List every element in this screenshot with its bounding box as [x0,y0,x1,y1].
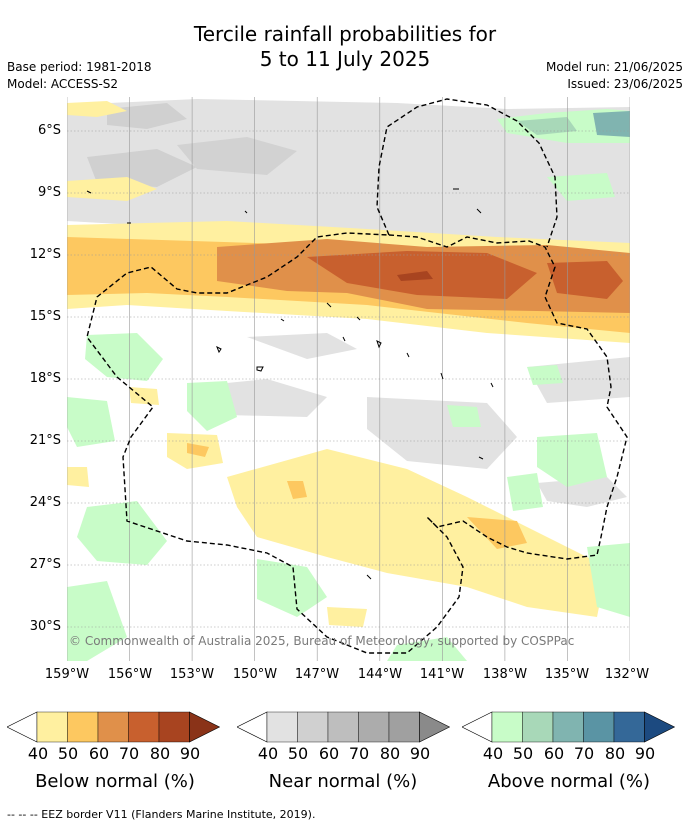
below-tick-70: 70 [118,744,140,763]
lat-label-9s: 9°S [37,185,61,200]
lon-label-156w: 156°W [107,667,153,682]
above-tick-90: 90 [634,744,656,763]
page-title: Tercile rainfall probabilities for 5 to … [0,22,690,72]
below-normal-colorbar [7,711,221,743]
below-normal-regions [67,101,630,627]
above-tick-40: 40 [482,744,504,763]
meta-right: Model run: 21/06/2025 Issued: 23/06/2025 [546,59,683,93]
lat-label-6s: 6°S [37,123,61,138]
colorbar-step [128,711,160,743]
below-tick-90: 90 [179,744,201,763]
model-name: Model: ACCESS-S2 [7,77,119,91]
lat-label-24s: 24°S [29,495,61,510]
colorbar-step [522,711,554,743]
lon-label-138w: 138°W [482,667,528,682]
meta-left: Base period: 1981-2018 Model: ACCESS-S2 [7,59,152,93]
colorbar-step [613,711,645,743]
near-tick-80: 80 [379,744,401,763]
below-normal-title: Below normal (%) [35,771,195,792]
grid-lines [67,130,630,628]
below-tick-60: 60 [88,744,110,763]
lat-label-12s: 12°S [29,247,61,262]
lon-label-144w: 144°W [357,667,403,682]
near-normal-title: Near normal (%) [268,771,418,792]
issued-date: Issued: 23/06/2025 [567,77,683,91]
above-normal-regions [67,109,630,661]
lat-label-27s: 27°S [29,557,61,572]
below-tick-80: 80 [149,744,171,763]
colorbar-over-triangle [189,711,221,743]
lon-label-147w: 147°W [294,667,340,682]
colorbar-under-triangle [462,711,493,743]
lon-label-150w: 150°W [232,667,278,682]
above-tick-80: 80 [604,744,626,763]
lon-label-132w: 132°W [604,667,650,682]
above-tick-70: 70 [573,744,595,763]
above-tick-50: 50 [512,744,534,763]
meridian-lines [67,97,630,661]
colorbar-step [297,711,329,743]
colorbar-under-triangle [237,711,268,743]
colorbar-step [327,711,359,743]
colorbar-step [158,711,190,743]
eez-border-north [376,98,558,248]
colorbar-over-triangle [419,711,451,743]
colorbar-step [36,711,68,743]
near-tick-60: 60 [318,744,340,763]
below-tick-50: 50 [57,744,79,763]
base-period: Base period: 1981-2018 [7,60,152,74]
lon-label-141w: 141°W [419,667,465,682]
colorbar-step [491,711,523,743]
above-tick-60: 60 [543,744,565,763]
colorbar-step [358,711,390,743]
lat-label-21s: 21°S [29,433,61,448]
title-line-1: Tercile rainfall probabilities for [193,22,497,46]
colorbar-over-triangle [644,711,676,743]
lat-label-18s: 18°S [29,371,61,386]
colorbar-step [388,711,420,743]
colorbar-step [67,711,99,743]
lat-label-30s: 30°S [29,619,61,634]
near-tick-70: 70 [348,744,370,763]
islands [86,188,494,580]
eez-border [86,232,628,654]
model-run: Model run: 21/06/2025 [545,60,683,74]
near-normal-colorbar [237,711,451,743]
colorbar-step [97,711,129,743]
title-line-2: 5 to 11 July 2025 [259,47,431,71]
colorbar-under-triangle [7,711,38,743]
lat-label-15s: 15°S [29,309,61,324]
colorbar-step [583,711,615,743]
colorbar-step [552,711,584,743]
lon-label-135w: 135°W [544,667,590,682]
eez-footnote: -- -- -- EEZ border V11 (Flanders Marine… [7,808,316,821]
probability-map[interactable]: © Commonwealth of Australia 2025, Bureau… [67,97,630,661]
near-tick-40: 40 [257,744,279,763]
above-normal-title: Above normal (%) [487,771,651,792]
lon-label-153w: 153°W [169,667,215,682]
near-tick-90: 90 [409,744,431,763]
below-tick-40: 40 [27,744,49,763]
lon-label-159w: 159°W [44,667,90,682]
near-tick-50: 50 [287,744,309,763]
copyright-notice: © Commonwealth of Australia 2025, Bureau… [69,634,574,648]
colorbar-step [266,711,298,743]
above-normal-colorbar [462,711,676,743]
